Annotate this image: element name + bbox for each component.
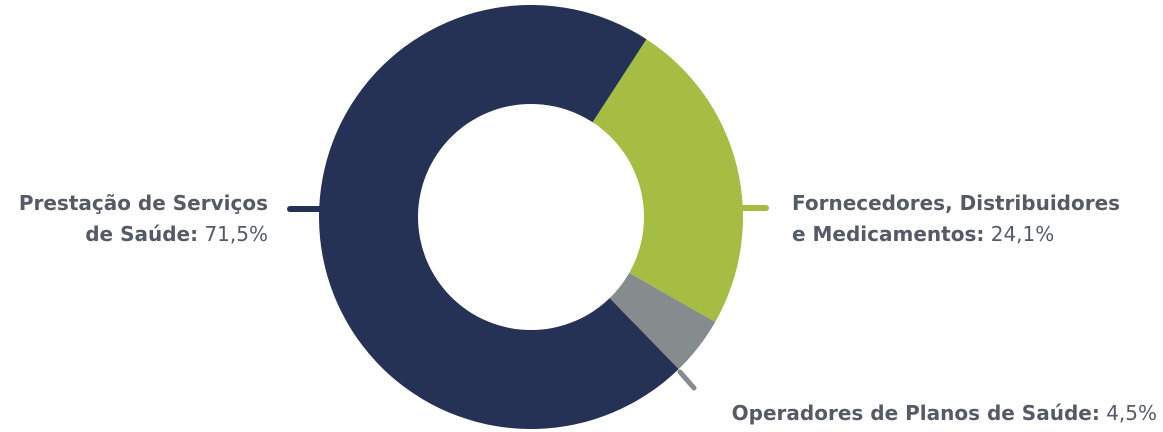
slice-label-fornecedores-line2: e Medicamentos:	[792, 222, 985, 246]
slice-label-prestacao: Prestação de Serviços de Saúde: 71,5%	[0, 188, 268, 250]
slice-value-fornecedores: 24,1%	[990, 222, 1055, 246]
leader-line-bottom	[677, 369, 697, 391]
slice-label-fornecedores: Fornecedores, Distribuidores e Medicamen…	[792, 188, 1152, 250]
slice-label-operadores: Operadores de Planos de Saúde: 4,5%	[732, 398, 1157, 429]
slice-label-operadores-line1: Operadores de Planos de Saúde:	[731, 401, 1100, 425]
slice-label-prestacao-line2: de Saúde:	[85, 222, 199, 246]
slice-label-fornecedores-line1: Fornecedores, Distribuidores	[792, 191, 1121, 215]
slice-value-prestacao: 71,5%	[204, 222, 268, 246]
slice-value-operadores: 4,5%	[1106, 401, 1157, 425]
slice-label-prestacao-line1: Prestação de Serviços	[18, 191, 268, 215]
donut-hole	[418, 104, 644, 330]
